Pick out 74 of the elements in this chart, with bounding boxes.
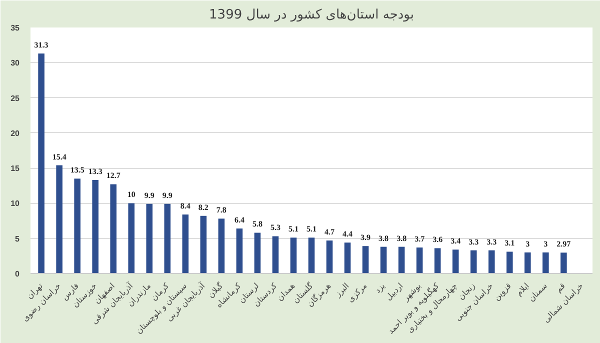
bar bbox=[362, 246, 369, 274]
bar bbox=[74, 178, 80, 274]
bar bbox=[38, 54, 44, 274]
y-tick-label: 5 bbox=[15, 234, 20, 244]
data-label: 10 bbox=[127, 190, 136, 200]
data-label: 6.4 bbox=[234, 216, 244, 225]
bar bbox=[560, 252, 567, 274]
x-tick-label: البرز bbox=[332, 281, 351, 300]
x-tick-label: قم bbox=[554, 281, 567, 294]
data-label: 3.6 bbox=[432, 235, 443, 244]
bar bbox=[416, 247, 423, 274]
y-tick-label: 20 bbox=[10, 128, 20, 138]
data-label: 3.3 bbox=[468, 237, 479, 246]
bar bbox=[344, 242, 351, 274]
bar bbox=[506, 252, 513, 274]
bar bbox=[470, 250, 477, 274]
data-label: 5.3 bbox=[270, 223, 280, 232]
data-label: 12.7 bbox=[106, 171, 120, 180]
data-label: 31.3 bbox=[34, 40, 48, 50]
bar bbox=[128, 203, 135, 274]
bar bbox=[308, 238, 315, 274]
data-label: 3 bbox=[544, 239, 548, 248]
bar bbox=[254, 232, 261, 274]
bar bbox=[92, 180, 98, 274]
bar bbox=[56, 165, 62, 274]
bar bbox=[182, 214, 189, 274]
data-label: 3.4 bbox=[450, 236, 461, 246]
bar bbox=[488, 250, 495, 274]
data-label: 4.7 bbox=[324, 227, 335, 236]
data-label: 9.9 bbox=[144, 190, 154, 200]
data-label: 5.8 bbox=[252, 220, 262, 229]
chart-title: بودجه استان‌های کشور در سال 1399 bbox=[209, 8, 414, 22]
data-label: 9.9 bbox=[162, 190, 172, 200]
bar bbox=[326, 240, 333, 274]
bar bbox=[380, 246, 387, 274]
bar bbox=[110, 184, 117, 274]
data-label: 15.4 bbox=[52, 152, 66, 162]
y-tick-label: 30 bbox=[10, 58, 20, 68]
data-label: 7.8 bbox=[216, 206, 226, 215]
data-label: 3.9 bbox=[360, 233, 371, 242]
bar bbox=[524, 252, 531, 274]
y-tick-label: 0 bbox=[15, 270, 20, 278]
data-label: 5.1 bbox=[306, 224, 316, 234]
data-label: 8.4 bbox=[180, 201, 190, 210]
data-label: 3.7 bbox=[414, 234, 425, 244]
data-label: 5.1 bbox=[288, 224, 298, 234]
data-label: 13.5 bbox=[70, 166, 84, 175]
y-tick-label: 15 bbox=[10, 164, 20, 174]
y-tick-label: 10 bbox=[10, 199, 20, 208]
bar bbox=[272, 236, 279, 274]
bar bbox=[236, 228, 243, 274]
data-label: 3.8 bbox=[378, 234, 389, 243]
x-tick-label: همدان bbox=[275, 281, 297, 303]
data-label: 8.2 bbox=[198, 202, 208, 212]
bar bbox=[290, 238, 297, 274]
data-label: 4.4 bbox=[342, 230, 353, 239]
data-label: 13.3 bbox=[88, 167, 102, 176]
bar bbox=[146, 204, 153, 274]
bar bbox=[452, 250, 459, 274]
bar bbox=[542, 252, 549, 274]
bar bbox=[434, 248, 441, 274]
data-label: 3.3 bbox=[486, 237, 497, 246]
y-tick-label: 35 bbox=[10, 24, 20, 32]
x-tick-label: ایلام bbox=[514, 281, 531, 298]
bar bbox=[398, 246, 405, 274]
bar bbox=[200, 216, 207, 274]
data-label: 3.1 bbox=[504, 238, 515, 248]
bar bbox=[164, 204, 171, 274]
data-label: 3 bbox=[526, 239, 530, 248]
y-tick-label: 25 bbox=[10, 94, 20, 103]
data-label: 2.97 bbox=[556, 240, 571, 249]
bar bbox=[218, 218, 225, 274]
data-label: 3.8 bbox=[396, 234, 407, 243]
x-tick-label: قزوین bbox=[492, 281, 513, 302]
